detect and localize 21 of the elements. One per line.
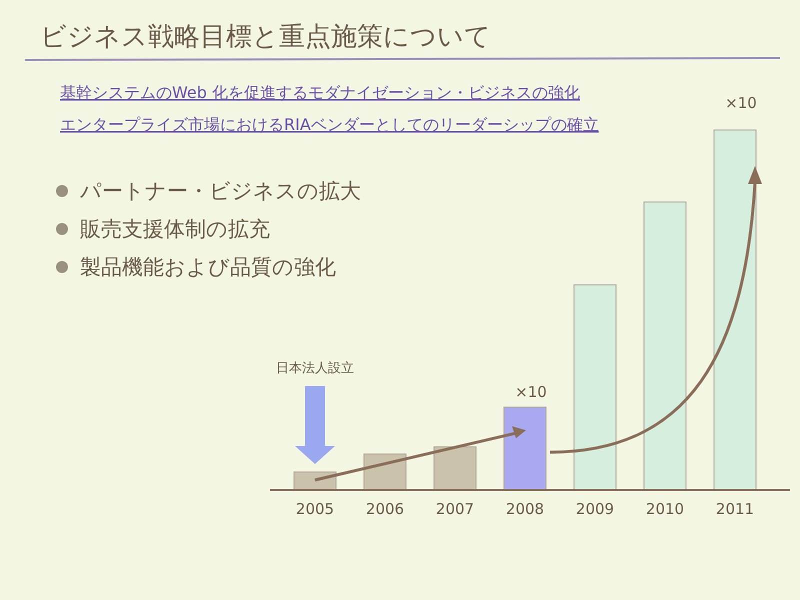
text: 基幹システムのWeb 化を促進するモダナイゼーション・ビジネスの強化 (60, 83, 580, 102)
bar (434, 446, 476, 490)
x-tick-label: 2010 (646, 500, 684, 518)
annotation: エンタープライズ市場におけるRIAベンダーとしてのリーダーシップの確立 (60, 115, 599, 134)
bar (574, 284, 616, 490)
text: ×10 (725, 94, 757, 112)
annotation: 日本法人設立 (276, 360, 354, 376)
x-tick-label: 2006 (366, 500, 404, 518)
bar (714, 130, 756, 490)
x-tick-label: 2005 (296, 500, 334, 518)
annotation: パートナー・ビジネスの拡大 (79, 179, 361, 203)
annotation: ×10 (515, 383, 547, 402)
bar (504, 406, 546, 490)
annotation: 販売支援体制の拡充 (80, 217, 270, 241)
x-tick-label: 2009 (576, 500, 614, 518)
bar (644, 202, 686, 490)
chart-title: ビジネス戦略目標と重点施策について (40, 22, 491, 52)
x-tick-label: 2008 (506, 500, 544, 518)
annotation: 製品機能および品質の強化 (80, 255, 336, 279)
x-tick-label: 2011 (716, 500, 754, 518)
x-tick-label: 2007 (436, 500, 474, 518)
